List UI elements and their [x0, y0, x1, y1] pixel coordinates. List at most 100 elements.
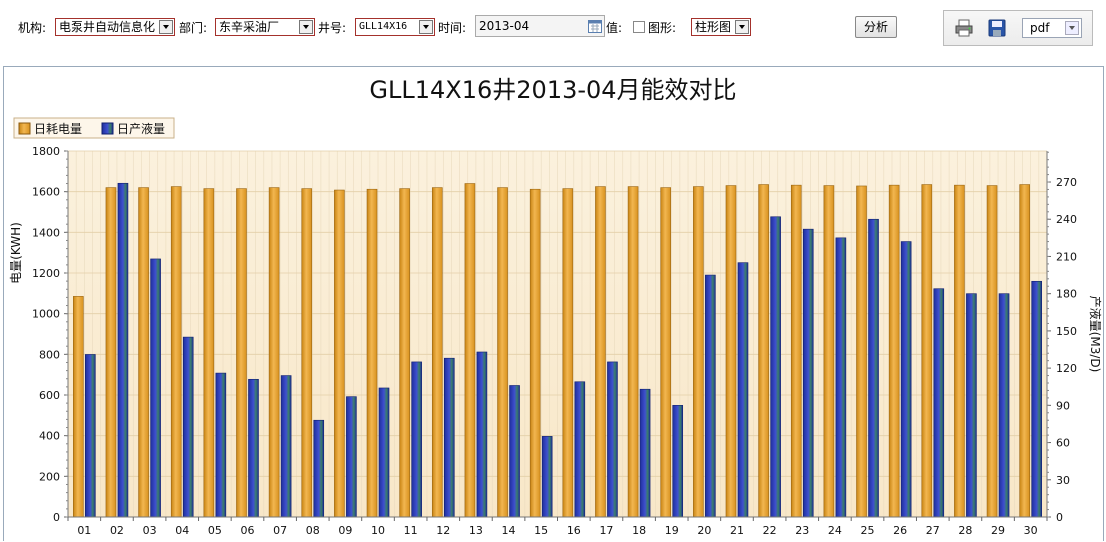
dept-select[interactable]: 东辛采油厂 — [215, 18, 315, 36]
org-select[interactable]: 电泵井自动信息化 — [55, 18, 175, 36]
bar-liquid — [574, 381, 586, 518]
well-label: 井号: — [318, 21, 347, 35]
y2-tick-label: 0 — [1056, 511, 1063, 524]
y2-tick-label: 150 — [1056, 325, 1077, 338]
print-icon[interactable] — [954, 19, 974, 37]
bar-liquid — [411, 361, 422, 518]
bar-liquid — [998, 293, 1010, 518]
x-tick-label: 24 — [828, 524, 842, 537]
bar-power — [73, 296, 84, 518]
bar-liquid — [378, 387, 390, 518]
bar-power — [758, 184, 769, 518]
legend-swatch-power — [18, 122, 31, 135]
x-tick-label: 05 — [208, 524, 222, 537]
x-tick-label: 25 — [861, 524, 875, 537]
graph-label: 图形: — [648, 21, 677, 35]
org-label: 机构: — [18, 21, 47, 35]
x-tick-label: 27 — [926, 524, 940, 537]
x-tick-label: 12 — [436, 524, 450, 537]
bar-power — [464, 183, 476, 518]
chevron-down-icon[interactable] — [735, 20, 749, 34]
bar-liquid — [280, 375, 292, 518]
bar-power — [986, 185, 998, 518]
y2-tick-label: 30 — [1056, 474, 1070, 487]
x-tick-label: 08 — [306, 524, 320, 537]
legend-label-power: 日耗电量 — [34, 122, 82, 136]
bar-liquid — [835, 237, 847, 518]
bar-power — [529, 188, 541, 518]
bar-power — [1019, 184, 1030, 518]
bar-liquid — [509, 385, 520, 518]
bar-power — [497, 187, 508, 518]
bar-liquid — [215, 372, 227, 518]
y-tick-label: 800 — [39, 348, 60, 361]
bar-power — [856, 185, 867, 518]
well-select[interactable]: GLL14X16 — [355, 18, 435, 36]
org-select-value: 电泵井自动信息化 — [59, 20, 156, 34]
date-input[interactable]: 2013-04 — [475, 15, 605, 37]
chevron-down-icon[interactable] — [1065, 21, 1079, 35]
bar-power — [627, 186, 639, 518]
y-tick-label: 600 — [39, 389, 60, 402]
bar-liquid — [933, 288, 945, 518]
x-tick-label: 20 — [697, 524, 711, 537]
x-tick-label: 23 — [795, 524, 809, 537]
bar-power — [170, 186, 182, 518]
x-tick-label: 22 — [763, 524, 777, 537]
bar-power — [888, 184, 900, 518]
x-tick-label: 30 — [1024, 524, 1038, 537]
bar-power — [268, 187, 280, 518]
graph-select[interactable]: 柱形图 — [691, 18, 751, 36]
x-tick-label: 29 — [991, 524, 1005, 537]
y-tick-label: 1200 — [32, 267, 60, 280]
chevron-down-icon[interactable] — [159, 20, 173, 34]
save-icon[interactable] — [988, 19, 1006, 37]
bar-liquid — [443, 357, 455, 518]
time-label: 时间: — [438, 21, 467, 35]
calendar-icon[interactable] — [588, 19, 602, 33]
chart-panel: GLL14X16井2013-04月能效对比 日耗电量 日产液量 0 200 400 6… — [3, 66, 1104, 541]
bar-liquid — [705, 274, 716, 518]
bar-liquid — [346, 396, 357, 518]
y2-tick-label: 180 — [1056, 288, 1077, 301]
export-toolbar: pdf — [943, 10, 1093, 46]
bar-liquid — [900, 241, 912, 518]
x-tick-label: 11 — [404, 524, 418, 537]
x-tick-label: 28 — [958, 524, 972, 537]
bar-power — [823, 185, 835, 518]
bar-power — [431, 187, 443, 518]
bar-power — [138, 187, 149, 518]
y-tick-label: 1400 — [32, 226, 60, 239]
y2-axis-title: 产液量(M3/D) — [1088, 296, 1103, 373]
x-tick-label: 10 — [371, 524, 385, 537]
y2-tick-label: 90 — [1056, 399, 1070, 412]
chevron-down-icon[interactable] — [419, 20, 433, 34]
legend: 日耗电量 日产液量 — [13, 117, 175, 139]
chart-title: GLL14X16井2013-04月能效对比 — [369, 76, 736, 104]
analyze-button[interactable]: 分析 — [855, 16, 897, 38]
bar-liquid — [476, 351, 488, 518]
bar-power — [334, 189, 345, 518]
axes: 0200400600800100012001400160018000306090… — [32, 145, 1077, 537]
bars — [73, 182, 1042, 518]
bar-liquid — [639, 388, 651, 518]
y2-tick-label: 120 — [1056, 362, 1077, 375]
toolbar: 机构: 电泵井自动信息化 部门: 东辛采油厂 井号: GLL14X16 时间: … — [0, 0, 1106, 58]
x-tick-label: 14 — [502, 524, 516, 537]
y-tick-label: 0 — [53, 511, 60, 524]
value-checkbox[interactable] — [633, 21, 645, 33]
graph-select-value: 柱形图 — [695, 20, 732, 34]
bar-liquid — [1031, 280, 1042, 518]
x-tick-label: 18 — [632, 524, 646, 537]
bar-liquid — [802, 228, 814, 518]
bar-liquid — [117, 182, 129, 518]
bar-power — [105, 187, 117, 518]
y-tick-label: 400 — [39, 430, 60, 443]
dept-label: 部门: — [179, 21, 208, 35]
chevron-down-icon[interactable] — [299, 20, 313, 34]
format-select[interactable]: pdf — [1022, 18, 1082, 38]
bar-liquid — [313, 419, 325, 518]
x-tick-label: 06 — [240, 524, 254, 537]
bar-power — [301, 188, 313, 518]
bar-power — [660, 187, 672, 518]
